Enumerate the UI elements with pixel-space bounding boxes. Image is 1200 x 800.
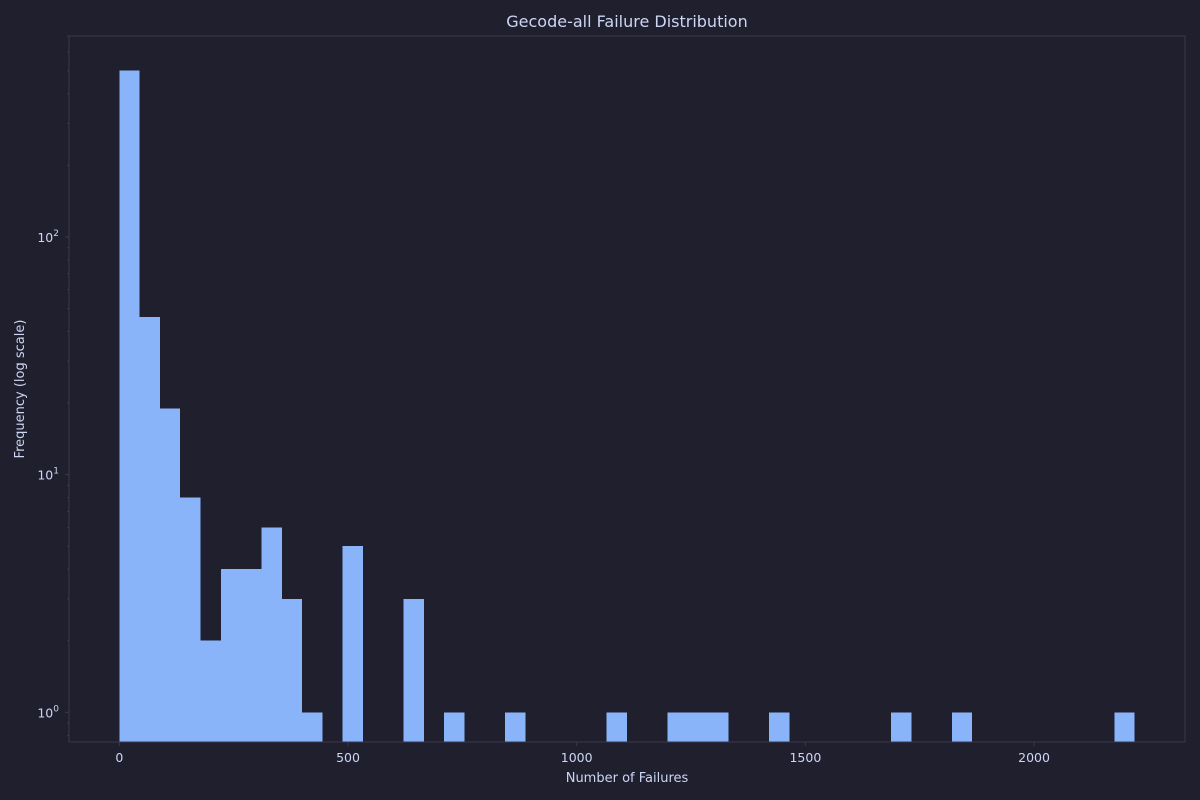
y-tick-label: 102	[37, 229, 59, 245]
histogram-bar	[261, 527, 282, 742]
histogram-bar	[220, 569, 242, 742]
y-tick-label: 101	[37, 467, 59, 483]
histogram-bar	[1114, 712, 1135, 742]
histogram-bar	[505, 712, 526, 742]
plot-frame	[68, 35, 1186, 743]
histogram-bar	[890, 712, 912, 742]
histogram-bar	[403, 598, 424, 742]
histogram-bar	[180, 497, 201, 742]
x-tick-label: 1500	[789, 750, 821, 765]
histogram-bar	[119, 70, 140, 743]
x-axis-label: Number of Failures	[566, 771, 689, 786]
y-axis-label: Frequency (log scale)	[13, 320, 28, 459]
histogram-bar	[342, 546, 364, 742]
histogram-bar	[687, 712, 709, 742]
histogram-bar	[159, 408, 181, 742]
histogram-bar	[606, 712, 627, 742]
histogram-bar	[951, 712, 973, 742]
histogram-bar	[200, 640, 221, 742]
histogram-bar	[667, 712, 688, 742]
chart-title: Gecode-all Failure Distribution	[506, 12, 747, 31]
histogram-bar	[241, 569, 262, 742]
histogram-bar	[302, 712, 323, 742]
histogram-bar	[769, 712, 790, 742]
histogram-bar	[139, 317, 160, 742]
histogram-bar	[281, 598, 303, 742]
histogram-bar	[444, 712, 465, 742]
x-tick-label: 2000	[1018, 750, 1050, 765]
x-tick-label: 500	[336, 750, 360, 765]
histogram-bars	[119, 70, 1135, 743]
x-tick-label: 1000	[561, 750, 593, 765]
y-tick-label: 100	[37, 704, 59, 720]
histogram-bar	[708, 712, 729, 742]
x-tick-label: 0	[115, 750, 123, 765]
x-axis-ticks: 0 500 1000 1500 2000	[115, 742, 1050, 765]
